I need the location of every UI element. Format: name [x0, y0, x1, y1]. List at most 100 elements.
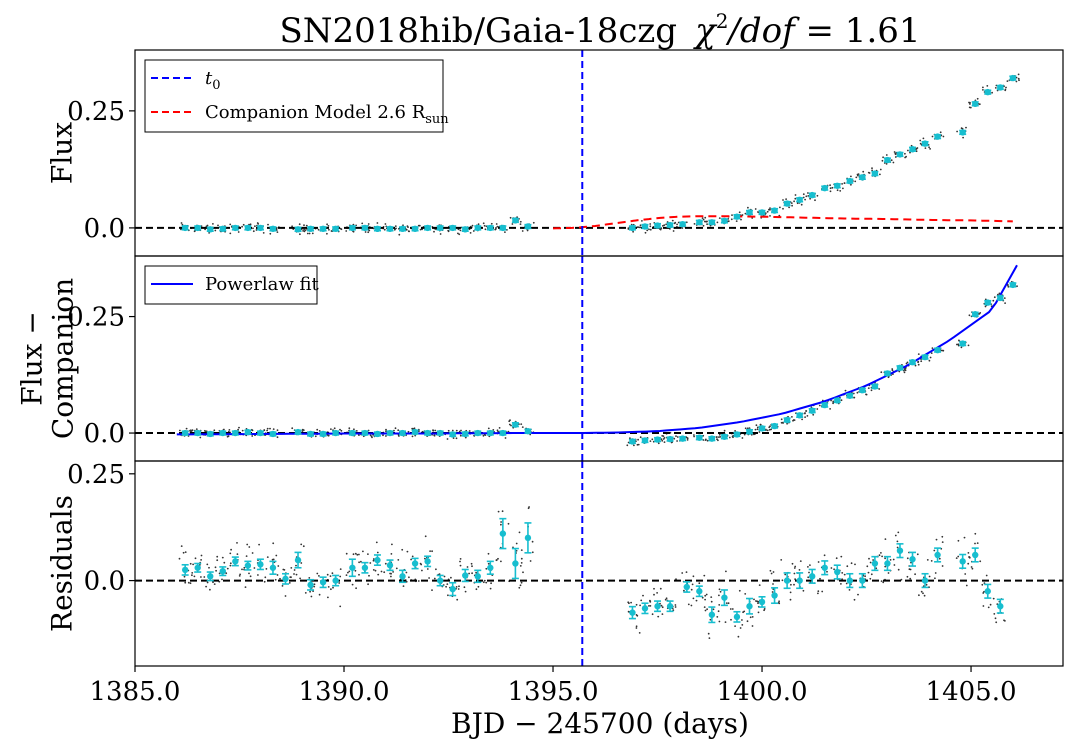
raw-point: [398, 233, 401, 236]
binned-point: [972, 311, 979, 318]
raw-point: [458, 430, 461, 433]
raw-point: [868, 172, 871, 174]
binned-point: [307, 225, 314, 233]
raw-point: [206, 563, 209, 566]
raw-point: [968, 314, 971, 317]
raw-point: [345, 574, 348, 576]
raw-point: [460, 429, 462, 432]
raw-point: [976, 542, 979, 544]
raw-point: [229, 232, 232, 235]
raw-point: [1005, 86, 1007, 89]
binned-point: [474, 429, 481, 437]
binned-point: [884, 156, 891, 164]
raw-point: [836, 189, 839, 192]
raw-point: [983, 582, 986, 584]
raw-point: [302, 429, 305, 431]
raw-point: [411, 555, 414, 558]
raw-point: [826, 570, 828, 573]
raw-point: [987, 606, 990, 609]
raw-point: [971, 567, 974, 570]
raw-point: [507, 430, 510, 433]
raw-point: [475, 571, 477, 574]
binned-point: [771, 592, 778, 599]
raw-point: [701, 217, 704, 220]
y-tick-label: 0.0: [84, 214, 125, 244]
raw-point: [345, 552, 348, 555]
raw-point: [500, 521, 502, 523]
raw-point: [706, 439, 709, 442]
raw-point: [640, 599, 643, 602]
raw-point: [922, 585, 925, 587]
raw-point: [508, 420, 511, 423]
binned-point: [349, 224, 356, 232]
raw-point: [221, 556, 224, 559]
raw-point: [804, 416, 806, 418]
raw-point: [432, 429, 435, 432]
raw-point: [850, 183, 852, 186]
raw-point: [306, 232, 309, 235]
raw-point: [455, 437, 458, 440]
raw-point: [434, 429, 437, 432]
binned-point: [708, 219, 716, 226]
raw-point: [744, 427, 747, 430]
raw-point: [262, 232, 265, 234]
raw-point: [846, 565, 849, 568]
raw-point: [410, 558, 412, 561]
binned-point: [997, 294, 1004, 302]
binned-point: [349, 429, 356, 437]
raw-point: [871, 169, 873, 172]
raw-point: [984, 305, 987, 308]
raw-point: [763, 608, 766, 610]
raw-point: [981, 583, 984, 586]
raw-point: [941, 349, 943, 352]
y-tick-label: 0.0: [84, 567, 125, 597]
raw-point: [880, 580, 883, 582]
raw-point: [719, 590, 722, 593]
raw-point: [355, 430, 358, 432]
raw-point: [269, 427, 271, 430]
raw-point: [709, 618, 712, 621]
raw-point: [867, 387, 870, 389]
raw-point: [299, 233, 301, 236]
binned-point: [399, 573, 406, 580]
raw-point: [841, 183, 843, 185]
raw-point: [718, 436, 720, 438]
binned-point: [859, 386, 866, 394]
raw-point: [914, 364, 917, 367]
raw-point: [704, 220, 707, 223]
raw-point: [657, 442, 660, 445]
raw-point: [781, 579, 784, 582]
raw-point: [468, 430, 471, 432]
raw-point: [314, 435, 317, 438]
raw-point: [840, 399, 843, 402]
raw-point: [894, 153, 897, 156]
raw-point: [433, 230, 435, 233]
raw-point: [769, 215, 771, 217]
binned-point: [758, 425, 766, 432]
panel-residuals: 0.0 0.25 Residuals: [46, 460, 1064, 667]
binned-point: [997, 603, 1004, 610]
raw-point: [339, 568, 342, 570]
raw-point: [445, 585, 447, 588]
raw-point: [766, 429, 769, 432]
binned-point: [524, 534, 532, 542]
raw-point: [183, 575, 186, 578]
raw-point: [788, 206, 790, 209]
raw-point: [705, 593, 708, 596]
raw-point: [446, 438, 449, 440]
raw-point: [969, 106, 972, 109]
raw-point: [635, 627, 638, 629]
raw-point: [982, 592, 985, 594]
raw-point: [332, 586, 334, 589]
raw-point: [492, 429, 495, 431]
binned-point: [386, 562, 394, 569]
binned-point: [424, 224, 431, 232]
raw-point: [893, 151, 896, 153]
raw-point: [407, 430, 410, 433]
raw-point: [693, 435, 695, 438]
raw-point: [242, 223, 245, 226]
raw-point: [258, 543, 260, 546]
raw-point: [383, 228, 386, 231]
raw-point: [458, 585, 460, 588]
raw-point: [969, 103, 971, 105]
